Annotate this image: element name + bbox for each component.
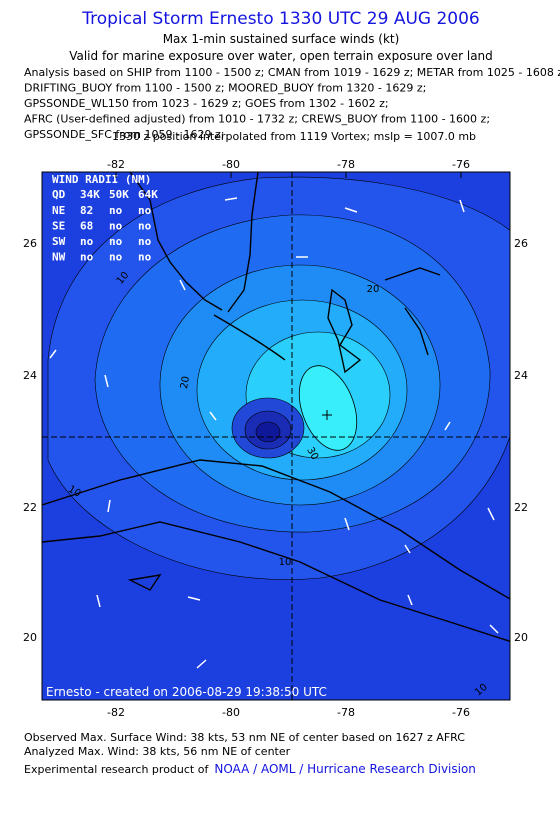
radii-cell: no: [80, 235, 94, 248]
lon-label: -80: [222, 706, 240, 719]
andros: [327, 288, 362, 374]
source-line: AFRC (User-defined adjusted) from 1010 -…: [24, 113, 490, 126]
cuba-south: [42, 521, 510, 643]
arrow: [107, 499, 111, 513]
source-line: DRIFTING_BUOY from 1100 - 1500 z; MOORED…: [24, 82, 426, 95]
contour-35: [298, 365, 358, 451]
lat-label: 24: [23, 369, 37, 382]
wind-radii-table: WIND RADII (NM) QD 34K 50K 64K NE 82 no no SE 68 no…: [52, 173, 158, 264]
arrow: [224, 197, 238, 201]
arrow: [344, 207, 358, 213]
map-credit: Ernesto - created on 2006-08-29 19:38:50…: [46, 685, 327, 699]
radii-cell: SE: [52, 220, 65, 233]
analyzed-wind: Analyzed Max. Wind: 38 kts, 56 nm NE of …: [24, 745, 291, 758]
radii-cell: no: [138, 235, 152, 248]
arrow: [407, 594, 413, 606]
lon-label: -76: [452, 158, 470, 171]
radii-cell: SW: [52, 235, 66, 248]
lon-label: -82: [107, 706, 125, 719]
title: Tropical Storm Ernesto 1330 UTC 29 AUG 2…: [81, 9, 480, 29]
radii-cell: no: [138, 204, 152, 217]
contour-label: 10: [279, 557, 292, 568]
radii-column: 34K: [80, 188, 100, 201]
radii-cell: 68: [80, 220, 93, 233]
radii-cell: no: [109, 235, 123, 248]
radii-cell: NE: [52, 204, 65, 217]
radii-cell: NW: [52, 251, 66, 264]
lon-label: -80: [222, 158, 240, 171]
lat-label: 20: [514, 631, 528, 644]
abaco: [384, 267, 441, 281]
contour-label: 20: [179, 375, 192, 389]
arrow: [344, 517, 350, 531]
lat-label: 26: [514, 237, 528, 250]
validity: Valid for marine exposure over water, op…: [69, 49, 493, 63]
radii-cell: no: [109, 204, 123, 217]
arrow: [96, 594, 101, 608]
cuba-north: [42, 459, 510, 600]
radii-column: 64K: [138, 188, 158, 201]
lon-label: -78: [337, 706, 355, 719]
arrow: [196, 659, 207, 669]
radii-cell: no: [138, 251, 152, 264]
lon-label: -78: [337, 158, 355, 171]
florida-west: [129, 172, 223, 311]
map-frame: [41, 171, 511, 701]
radii-cell: 82: [80, 204, 93, 217]
arrow: [187, 596, 201, 601]
credit-link[interactable]: NOAA / AOML / Hurricane Research Divisio…: [214, 762, 476, 776]
radii-cell: no: [80, 251, 94, 264]
isla-juventud: [127, 574, 162, 591]
arrow: [459, 199, 465, 213]
lat-label: 24: [514, 369, 528, 382]
contour-label: 20: [367, 284, 380, 295]
lat-label: 22: [514, 501, 528, 514]
radii-cell: no: [109, 251, 123, 264]
arrow: [444, 421, 451, 431]
florida-east: [227, 172, 259, 313]
max-wind-marker: [322, 410, 332, 420]
lat-label: 22: [23, 501, 37, 514]
wind-arrows: [49, 197, 499, 669]
arrow: [404, 544, 411, 554]
lon-label: -76: [452, 706, 470, 719]
radii-column: QD: [52, 188, 66, 201]
eleuthera: [404, 307, 429, 356]
lat-label: 26: [23, 237, 37, 250]
subtitle: Max 1-min sustained surface winds (kt): [163, 32, 400, 46]
source-line: GPSSONDE_SFC from 1059 - 1629 z;: [24, 128, 224, 141]
arrow: [49, 349, 57, 359]
arrow: [489, 624, 499, 634]
source-line: Analysis based on SHIP from 1100 - 1500 …: [24, 66, 560, 79]
arrow: [104, 374, 109, 388]
position-note: 1330 z position interpolated from 1119 V…: [112, 130, 476, 143]
low-wind-3: [255, 421, 281, 443]
arrow: [487, 507, 495, 521]
coastlines: [42, 172, 510, 643]
arrow: [179, 279, 186, 291]
credit-line: Experimental research product of NOAA / A…: [24, 762, 476, 776]
source-line: GPSSONDE_WL150 from 1023 - 1629 z; GOES …: [24, 97, 389, 110]
keys: [213, 314, 286, 361]
radii-title: WIND RADII (NM): [52, 173, 151, 186]
radii-cell: no: [138, 220, 152, 233]
lat-label: 20: [23, 631, 37, 644]
radii-column: 50K: [109, 188, 129, 201]
credit-prefix: Experimental research product of: [24, 763, 209, 776]
radii-cell: no: [109, 220, 123, 233]
lon-label: -82: [107, 158, 125, 171]
arrow: [209, 411, 217, 421]
observed-wind: Observed Max. Surface Wind: 38 kts, 53 n…: [24, 731, 465, 744]
